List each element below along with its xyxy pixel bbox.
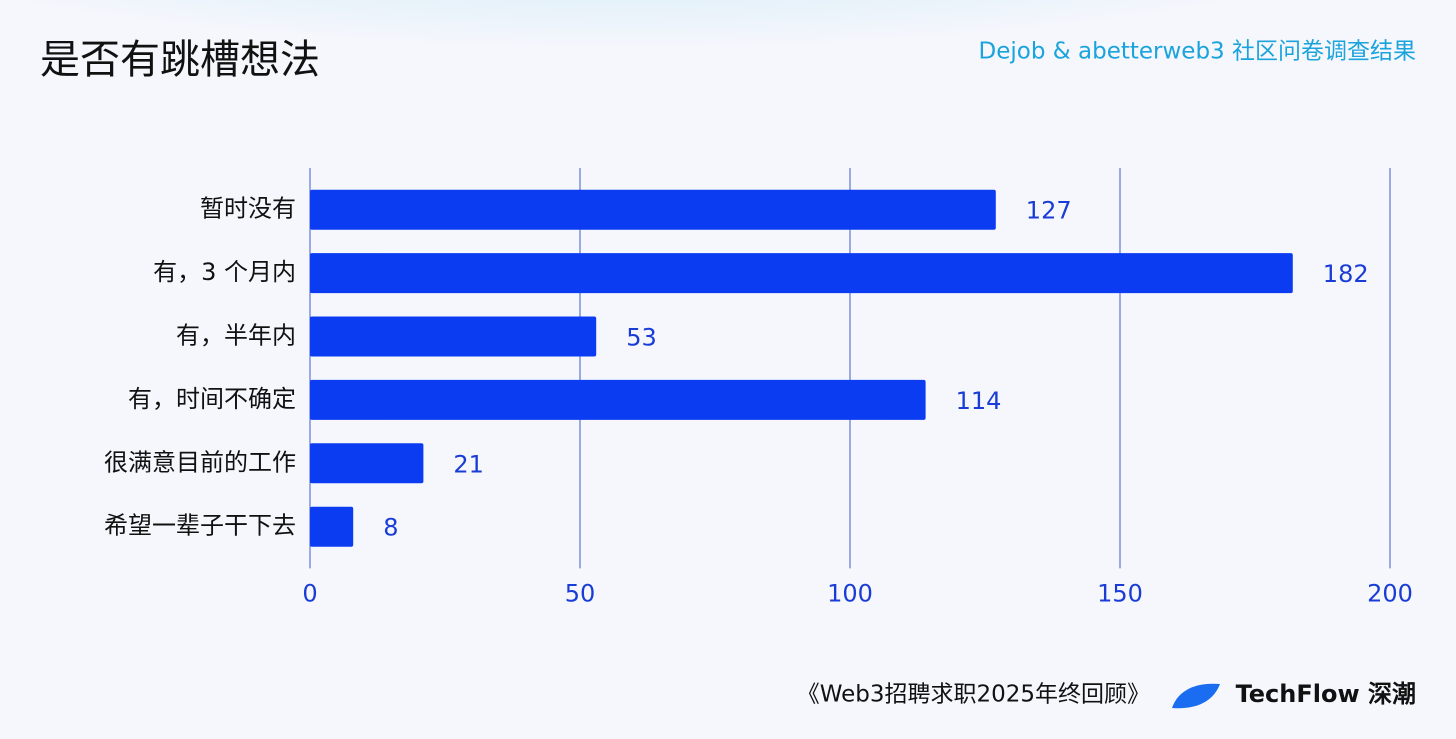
bar <box>310 189 996 230</box>
value-label: 21 <box>453 450 484 478</box>
y-tick-label: 很满意目前的工作 <box>104 448 296 476</box>
y-tick-label: 有，时间不确定 <box>128 385 296 413</box>
bar <box>310 443 424 484</box>
y-tick-label: 希望一辈子干下去 <box>104 512 296 540</box>
value-label: 127 <box>1026 197 1072 225</box>
brand-logo <box>1172 683 1220 709</box>
bar <box>310 379 926 420</box>
x-tick-label: 50 <box>565 579 596 607</box>
value-label: 8 <box>383 514 398 542</box>
plot: 0 50 100 150 200 暂时没有 127 有，3 个月内 182 有，半年内 53 有，时间… <box>104 168 1413 607</box>
y-tick-label: 暂时没有 <box>200 195 296 223</box>
x-tick-label: 0 <box>302 579 317 607</box>
chart-subtitle: Dejob & abetterweb3 社区问卷调查结果 <box>979 39 1416 65</box>
value-label: 182 <box>1323 260 1369 288</box>
bar <box>310 506 354 547</box>
bar <box>310 316 597 357</box>
value-label: 53 <box>626 324 657 352</box>
x-tick-label: 150 <box>1097 579 1143 607</box>
brand: TechFlow 深潮 <box>1236 680 1416 708</box>
x-tick-label: 200 <box>1367 579 1413 607</box>
footer: 《Web3招聘求职2025年终回顾》 <box>797 682 1150 708</box>
bar <box>310 253 1293 294</box>
value-label: 114 <box>956 387 1002 415</box>
background-glow <box>0 0 1456 170</box>
y-tick-label: 有，3 个月内 <box>153 258 296 286</box>
y-tick-label: 有，半年内 <box>176 322 296 350</box>
x-tick-label: 100 <box>827 579 873 607</box>
chart-title: 是否有跳槽想法 <box>40 37 320 83</box>
